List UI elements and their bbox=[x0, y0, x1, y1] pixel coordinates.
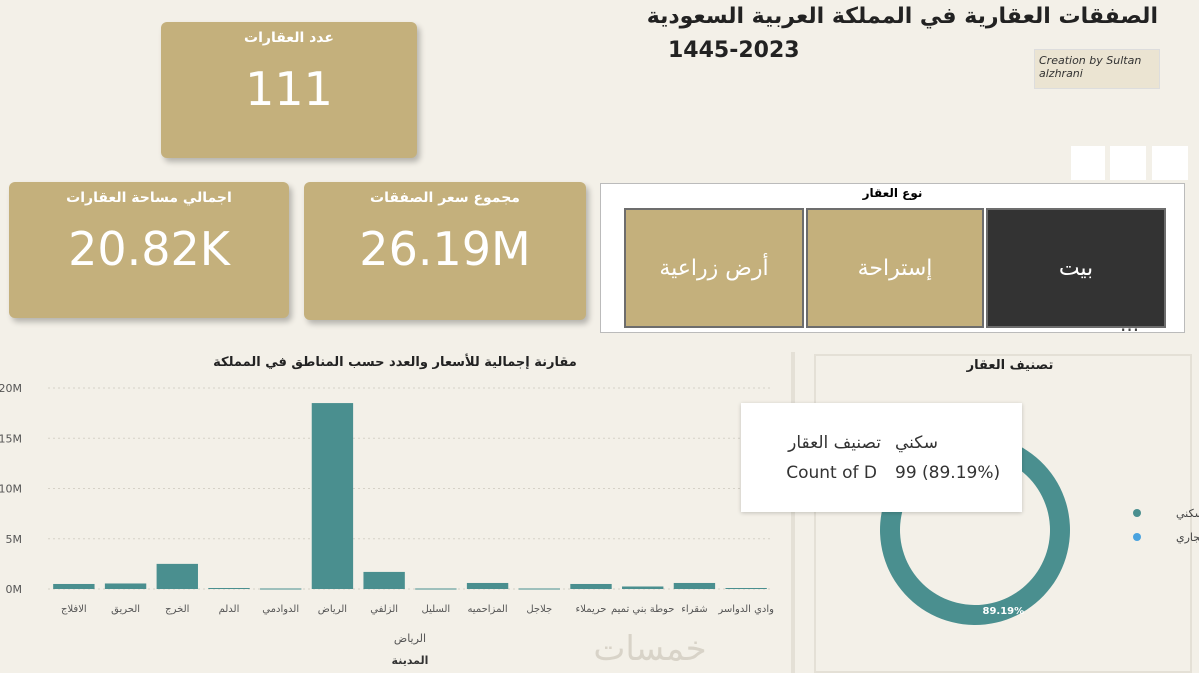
bar-panel bbox=[0, 352, 795, 673]
bar bbox=[104, 583, 147, 589]
x-axis-title: المدينة bbox=[392, 654, 429, 667]
bar bbox=[466, 582, 509, 589]
slicer-option[interactable]: بيت bbox=[986, 208, 1166, 328]
icon-button[interactable] bbox=[1110, 146, 1146, 180]
icon-button[interactable] bbox=[1071, 146, 1105, 180]
kpi-card: اجمالي مساحة العقارات 20.82K bbox=[9, 182, 289, 318]
x-tick-label: حريملاء bbox=[576, 604, 607, 615]
y-tick-label: 5M bbox=[6, 533, 23, 546]
more-icon: ··· bbox=[1120, 318, 1139, 342]
bar bbox=[622, 586, 664, 589]
x-tick-label: السليل bbox=[422, 604, 451, 615]
bar bbox=[156, 563, 198, 589]
kpi-label: عدد العقارات bbox=[244, 30, 334, 46]
bar bbox=[363, 571, 405, 589]
y-tick-label: 15M bbox=[0, 432, 22, 445]
x-tick-label: الخرج bbox=[165, 604, 189, 615]
page-subtitle: 1445-2023 bbox=[668, 38, 800, 63]
bar bbox=[570, 583, 612, 589]
page-title: الصفقات العقارية في المملكة العربية السع… bbox=[646, 4, 1158, 29]
kpi-label: مجموع سعر الصفقات bbox=[370, 190, 520, 206]
credit: Creation by Sultan alzhrani bbox=[1034, 49, 1160, 89]
x-tick-label: المزاحميه bbox=[467, 604, 507, 615]
y-tick-label: 0M bbox=[6, 583, 23, 596]
bar bbox=[725, 587, 767, 589]
x-tick-label: الرياض bbox=[318, 604, 347, 615]
chart-title: مقارنة إجمالية للأسعار والعدد حسب المناط… bbox=[213, 353, 577, 370]
legend-label: تجاري bbox=[1176, 531, 1199, 544]
bar bbox=[53, 583, 95, 589]
x-tick-label: جلاجل bbox=[526, 604, 552, 615]
x-tick-label: الدلم bbox=[219, 604, 240, 615]
x-tick-label: الافلاج bbox=[61, 604, 87, 615]
x-tick-label: شقراء bbox=[681, 604, 707, 615]
x-tick-label: الدوادمي bbox=[262, 604, 299, 615]
tooltip: تصنيف العقار سكني Count of D 99 (89.19%) bbox=[741, 403, 1022, 512]
legend-marker bbox=[1133, 509, 1141, 517]
data-label: 89.19% bbox=[982, 606, 1024, 617]
tooltip-measure: Count of D bbox=[786, 463, 877, 483]
bar bbox=[518, 588, 560, 590]
x-tick-label: وادي الدواسر bbox=[717, 604, 774, 615]
bar bbox=[415, 588, 457, 590]
x-tick-label: الزلفي bbox=[370, 604, 398, 615]
bar bbox=[208, 587, 250, 589]
x-group-label: الرياض bbox=[394, 632, 426, 645]
icon-button[interactable] bbox=[1152, 146, 1188, 180]
x-tick-label: حوطة بني تميم bbox=[611, 604, 674, 615]
kpi-label: اجمالي مساحة العقارات bbox=[66, 190, 232, 206]
tooltip-category: سكني bbox=[895, 433, 938, 453]
legend-label: سكني bbox=[1176, 507, 1199, 520]
watermark: خمسات bbox=[593, 629, 706, 669]
chart-title: تصنيف العقار bbox=[966, 358, 1054, 373]
bar bbox=[311, 403, 354, 589]
legend-marker bbox=[1133, 533, 1141, 541]
kpi-card: عدد العقارات 111 bbox=[161, 22, 417, 158]
slicer-title: نوع العقار bbox=[862, 186, 923, 200]
slicer-option[interactable]: أرض زراعية bbox=[624, 208, 804, 328]
y-tick-label: 20M bbox=[0, 382, 22, 395]
tooltip-field: تصنيف العقار bbox=[788, 433, 881, 453]
slicer-option[interactable]: إستراحة bbox=[806, 208, 984, 328]
y-tick-label: 10M bbox=[0, 483, 22, 496]
kpi-value: 26.19M bbox=[359, 222, 531, 276]
bar bbox=[260, 588, 302, 590]
kpi-value: 20.82K bbox=[68, 222, 230, 276]
bar bbox=[673, 582, 716, 589]
kpi-card: مجموع سعر الصفقات 26.19M bbox=[304, 182, 586, 320]
tooltip-value: 99 (89.19%) bbox=[895, 463, 1001, 483]
kpi-value: 111 bbox=[245, 62, 333, 116]
x-tick-label: الحريق bbox=[111, 604, 140, 615]
